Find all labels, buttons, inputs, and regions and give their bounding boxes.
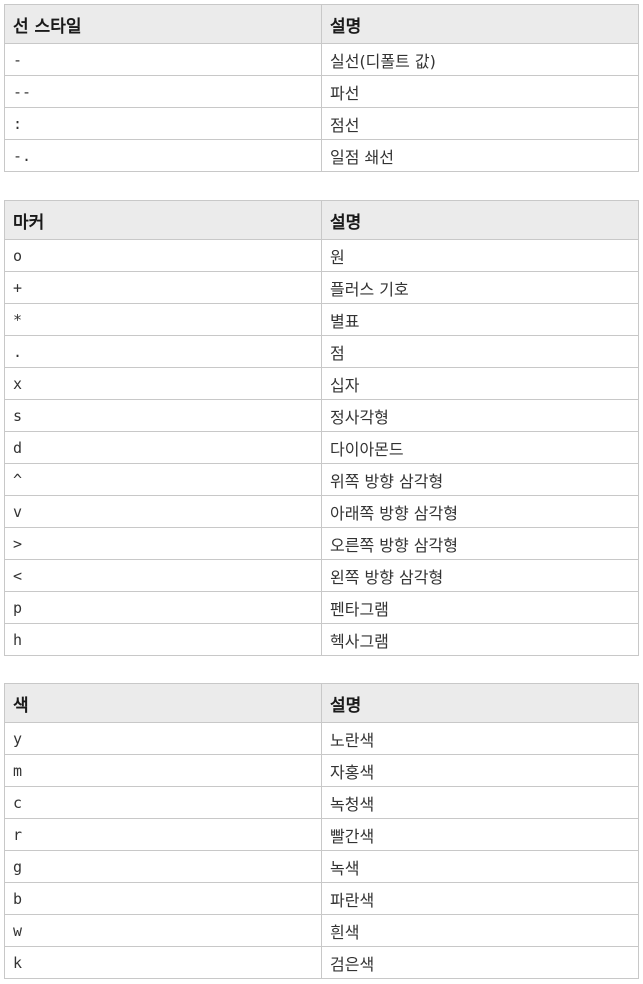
color-description: 녹색 (321, 850, 639, 883)
marker-table: 마커 설명 o 원 + 플러스 기호 * 별표 . 점 x 십자 s 정사각형 (4, 200, 639, 656)
marker-description: 왼쪽 방향 삼각형 (321, 559, 639, 592)
line-style-code: -- (4, 75, 322, 108)
column-header-line-style: 선 스타일 (4, 4, 322, 44)
table-row: . 점 (4, 335, 639, 368)
line-style-code: -. (4, 139, 322, 172)
table-header-row: 색 설명 (4, 683, 639, 723)
marker-code: s (4, 399, 322, 432)
marker-code: * (4, 303, 322, 336)
color-description: 파란색 (321, 882, 639, 915)
marker-description: 아래쪽 방향 삼각형 (321, 495, 639, 528)
marker-code: v (4, 495, 322, 528)
color-description: 자홍색 (321, 754, 639, 787)
table-row: o 원 (4, 239, 639, 272)
table-row: -. 일점 쇄선 (4, 139, 639, 172)
marker-code: . (4, 335, 322, 368)
line-style-code: - (4, 43, 322, 76)
marker-code: p (4, 591, 322, 624)
marker-description: 헥사그램 (321, 623, 639, 656)
table-row: v 아래쪽 방향 삼각형 (4, 495, 639, 528)
line-style-description: 파선 (321, 75, 639, 108)
color-description: 녹청색 (321, 786, 639, 819)
column-header-description: 설명 (321, 683, 639, 723)
marker-code: > (4, 527, 322, 560)
table-row: g 녹색 (4, 850, 639, 883)
table-row: k 검은색 (4, 946, 639, 979)
marker-code: + (4, 271, 322, 304)
table-row: h 헥사그램 (4, 623, 639, 656)
table-row: p 펜타그램 (4, 591, 639, 624)
color-code: m (4, 754, 322, 787)
table-row: y 노란색 (4, 722, 639, 755)
color-code: k (4, 946, 322, 979)
color-code: c (4, 786, 322, 819)
column-header-color: 색 (4, 683, 322, 723)
color-description: 빨간색 (321, 818, 639, 851)
line-style-description: 실선(디폴트 값) (321, 43, 639, 76)
table-row: d 다이아몬드 (4, 431, 639, 464)
table-row: b 파란색 (4, 882, 639, 915)
marker-code: ^ (4, 463, 322, 496)
table-row: ^ 위쪽 방향 삼각형 (4, 463, 639, 496)
column-header-description: 설명 (321, 200, 639, 240)
marker-description: 다이아몬드 (321, 431, 639, 464)
marker-description: 플러스 기호 (321, 271, 639, 304)
line-style-description: 점선 (321, 107, 639, 140)
line-style-code: : (4, 107, 322, 140)
marker-description: 펜타그램 (321, 591, 639, 624)
table-row: > 오른쪽 방향 삼각형 (4, 527, 639, 560)
marker-code: < (4, 559, 322, 592)
marker-code: d (4, 431, 322, 464)
marker-code: h (4, 623, 322, 656)
line-style-description: 일점 쇄선 (321, 139, 639, 172)
marker-description: 오른쪽 방향 삼각형 (321, 527, 639, 560)
column-header-description: 설명 (321, 4, 639, 44)
table-row: -- 파선 (4, 75, 639, 108)
color-code: y (4, 722, 322, 755)
marker-description: 위쪽 방향 삼각형 (321, 463, 639, 496)
table-row: + 플러스 기호 (4, 271, 639, 304)
color-description: 흰색 (321, 914, 639, 947)
table-row: - 실선(디폴트 값) (4, 43, 639, 76)
marker-code: x (4, 367, 322, 400)
color-code: g (4, 850, 322, 883)
table-row: * 별표 (4, 303, 639, 336)
table-header-row: 마커 설명 (4, 200, 639, 240)
marker-description: 원 (321, 239, 639, 272)
table-row: x 십자 (4, 367, 639, 400)
column-header-marker: 마커 (4, 200, 322, 240)
color-description: 검은색 (321, 946, 639, 979)
table-row: : 점선 (4, 107, 639, 140)
marker-description: 별표 (321, 303, 639, 336)
marker-description: 정사각형 (321, 399, 639, 432)
color-table: 색 설명 y 노란색 m 자홍색 c 녹청색 r 빨간색 g 녹색 b 파란색 (4, 683, 639, 979)
table-row: m 자홍색 (4, 754, 639, 787)
marker-description: 점 (321, 335, 639, 368)
color-code: w (4, 914, 322, 947)
marker-description: 십자 (321, 367, 639, 400)
table-header-row: 선 스타일 설명 (4, 4, 639, 44)
table-row: w 흰색 (4, 914, 639, 947)
marker-code: o (4, 239, 322, 272)
color-code: r (4, 818, 322, 851)
table-row: c 녹청색 (4, 786, 639, 819)
table-row: r 빨간색 (4, 818, 639, 851)
color-code: b (4, 882, 322, 915)
table-row: s 정사각형 (4, 399, 639, 432)
color-description: 노란색 (321, 722, 639, 755)
table-row: < 왼쪽 방향 삼각형 (4, 559, 639, 592)
line-style-table: 선 스타일 설명 - 실선(디폴트 값) -- 파선 : 점선 -. 일점 쇄선 (4, 4, 639, 172)
